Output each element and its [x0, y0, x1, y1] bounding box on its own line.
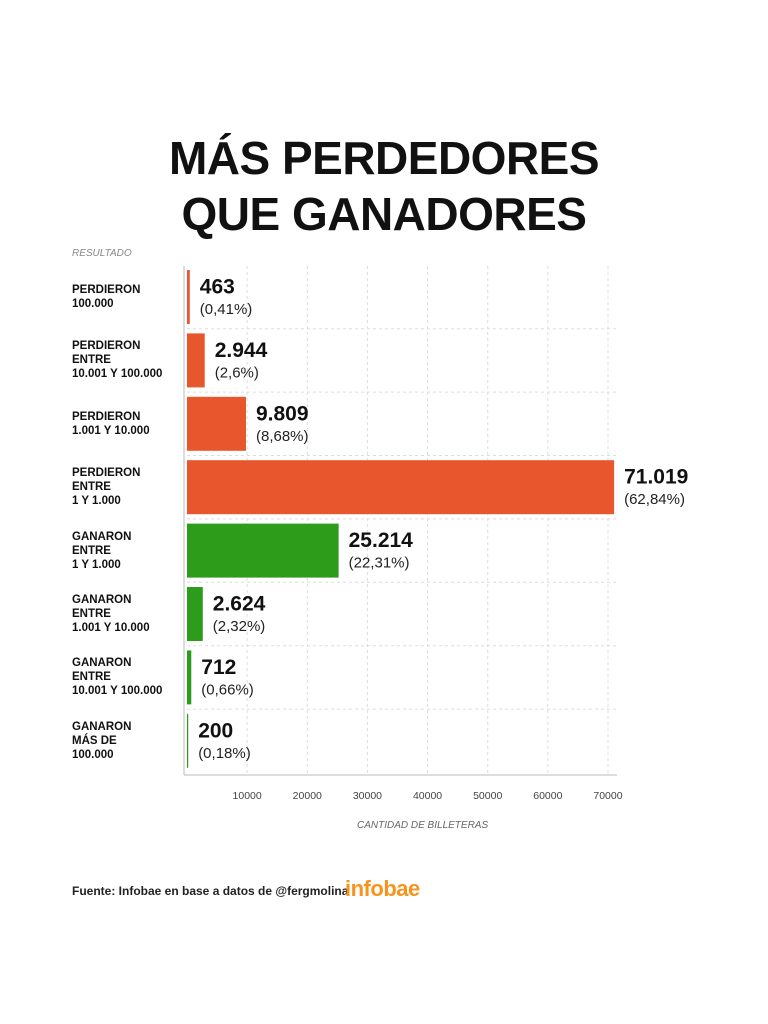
value-label: 200	[198, 719, 233, 742]
bar	[187, 523, 339, 578]
percent-label: (8,68%)	[256, 428, 309, 445]
percent-label: (0,66%)	[201, 681, 254, 698]
category-label: PERDIERON 100.000	[72, 284, 141, 310]
x-tick-label: 50000	[473, 790, 502, 802]
value-label: 2.624	[213, 593, 266, 616]
x-tick-label: 30000	[353, 790, 382, 802]
percent-label: (22,31%)	[349, 555, 410, 572]
percent-label: (62,84%)	[624, 491, 685, 508]
x-axis-label: CANTIDAD DE BILLETERAS	[357, 820, 489, 831]
brand: infobae	[345, 876, 420, 901]
x-tick-label: 40000	[413, 790, 442, 802]
bar	[187, 333, 205, 388]
percent-label: (2,6%)	[215, 364, 259, 381]
percent-label: (2,32%)	[213, 618, 266, 635]
chart-title: MÁS PERDEDORES QUE GANADORES	[168, 132, 600, 240]
y-axis-label: RESULTADO	[72, 248, 132, 259]
category-label: PERDIERON 1.001 Y 10.000	[72, 410, 150, 437]
x-tick-label: 70000	[593, 790, 622, 802]
bar	[187, 460, 615, 515]
category-label: PERDIERON ENTRE 1 Y 1.000	[72, 467, 141, 508]
bar	[187, 587, 203, 641]
bar	[187, 270, 190, 324]
value-label: 712	[201, 656, 236, 679]
value-label: 9.809	[256, 402, 309, 425]
x-tick-label: 20000	[293, 790, 322, 802]
bar	[187, 650, 192, 705]
value-label: 2.944	[215, 339, 268, 362]
percent-label: (0,18%)	[198, 745, 251, 762]
bar	[187, 396, 246, 451]
category-label: GANARON ENTRE 1 Y 1.000	[72, 530, 132, 571]
x-tick-label: 10000	[233, 790, 262, 802]
bar	[187, 713, 189, 768]
category-label: GANARON ENTRE 1.001 Y 10.000	[72, 594, 150, 634]
percent-label: (0,41%)	[200, 301, 253, 318]
x-tick-label: 60000	[533, 790, 562, 802]
value-label: 463	[200, 276, 235, 299]
category-label: GANARON ENTRE 10.001 Y 100.000	[72, 657, 163, 698]
category-label: GANARON MÁS DE 100.000	[72, 720, 132, 761]
source: Fuente: Infobae en base a datos de @ferg…	[72, 884, 349, 898]
value-label: 71.019	[624, 466, 688, 489]
value-label: 25.214	[349, 529, 414, 552]
category-label: PERDIERON ENTRE 10.001 Y 100.000	[72, 340, 163, 381]
